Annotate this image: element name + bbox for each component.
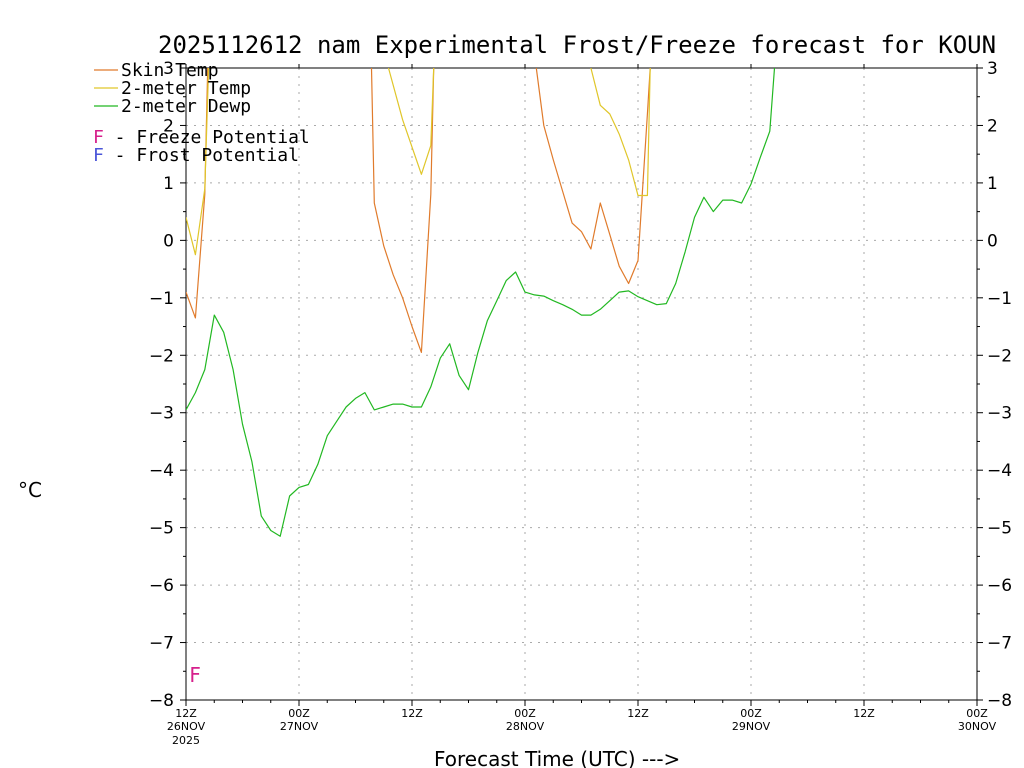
y-tick-labels-left: −8 −7 −6 −5 −4 −3 −2 −1 0 1 2 3 <box>149 59 174 711</box>
y-tick-label: −5 <box>149 519 174 539</box>
x-tick-label: 00Z <box>966 707 988 720</box>
x-tick-date: 27NOV <box>280 720 319 733</box>
flag-legend-letter: F <box>93 127 104 148</box>
series-line-skin-temp <box>370 68 435 353</box>
y-tick-label: 1 <box>163 174 174 194</box>
series-line-2-meter-temp <box>387 68 435 175</box>
y-tick-label: −1 <box>149 289 174 309</box>
flag-legend-text: - Frost Potential <box>104 145 299 166</box>
x-tick-date: 28NOV <box>506 720 545 733</box>
x-tick-label: 12Z <box>853 707 875 720</box>
flag-legend-letter: F <box>93 145 104 166</box>
y-tick-label-right: 0 <box>987 231 998 251</box>
x-axis-label: Forecast Time (UTC) ---> <box>434 747 680 768</box>
y-tick-label: −7 <box>149 634 174 654</box>
y-tick-label-right: −8 <box>987 691 1012 711</box>
legend-label: 2-meter Temp <box>121 78 251 99</box>
series-line-2-meter-dewp <box>186 68 776 537</box>
freeze-flag: F <box>189 663 201 687</box>
y-tick-label: −8 <box>149 691 174 711</box>
x-tick-label: 00Z <box>740 707 762 720</box>
plot-frame <box>185 67 978 701</box>
y-axis-label: °C <box>18 478 42 502</box>
chart-title: 2025112612 nam Experimental Frost/Freeze… <box>158 31 996 59</box>
y-tick-label-right: −2 <box>987 346 1012 366</box>
series-line-skin-temp <box>535 68 651 285</box>
series-line-2-meter-temp <box>590 68 651 197</box>
y-tick-label: −3 <box>149 404 174 424</box>
y-tick-label-right: −7 <box>987 634 1012 654</box>
y-tick-label: 2 <box>163 116 174 136</box>
flag-legend-entry: F - Frost Potential <box>93 145 299 166</box>
y-tick-label-right: 3 <box>987 59 998 79</box>
potential-flags: F <box>189 663 201 687</box>
y-tick-label-right: −6 <box>987 576 1012 596</box>
x-tick-label: 00Z <box>288 707 310 720</box>
flag-legend-entry: F - Freeze Potential <box>93 127 310 148</box>
x-tick-label: 12Z <box>401 707 423 720</box>
series-line-2-meter-temp <box>186 68 210 256</box>
y-tick-label-right: −1 <box>987 289 1012 309</box>
legend-label: 2-meter Dewp <box>121 96 251 117</box>
y-tick-label: −6 <box>149 576 174 596</box>
y-tick-label: −2 <box>149 346 174 366</box>
flag-legend-text: - Freeze Potential <box>104 127 310 148</box>
y-tick-label: 0 <box>163 231 174 251</box>
y-tick-labels-right: −8 −7 −6 −5 −4 −3 −2 −1 0 1 2 3 <box>987 59 1012 711</box>
x-tick-label: 12Z <box>175 707 197 720</box>
legend-label: Skin Temp <box>121 60 219 81</box>
tick-marks <box>180 64 983 706</box>
y-tick-label-right: −5 <box>987 519 1012 539</box>
x-tick-year: 2025 <box>172 734 200 747</box>
x-tick-date: 26NOV <box>167 720 206 733</box>
y-tick-label: −4 <box>149 461 174 481</box>
series-lines <box>186 68 776 537</box>
grid-lines <box>186 68 977 700</box>
y-tick-label-right: −3 <box>987 404 1012 424</box>
y-tick-label-right: 1 <box>987 174 998 194</box>
x-tick-date: 30NOV <box>958 720 997 733</box>
x-tick-label: 00Z <box>514 707 536 720</box>
y-tick-label-right: 2 <box>987 116 998 136</box>
x-tick-date: 29NOV <box>732 720 771 733</box>
y-tick-label-right: −4 <box>987 461 1012 481</box>
y-tick-label: 3 <box>163 59 174 79</box>
x-tick-label: 12Z <box>627 707 649 720</box>
